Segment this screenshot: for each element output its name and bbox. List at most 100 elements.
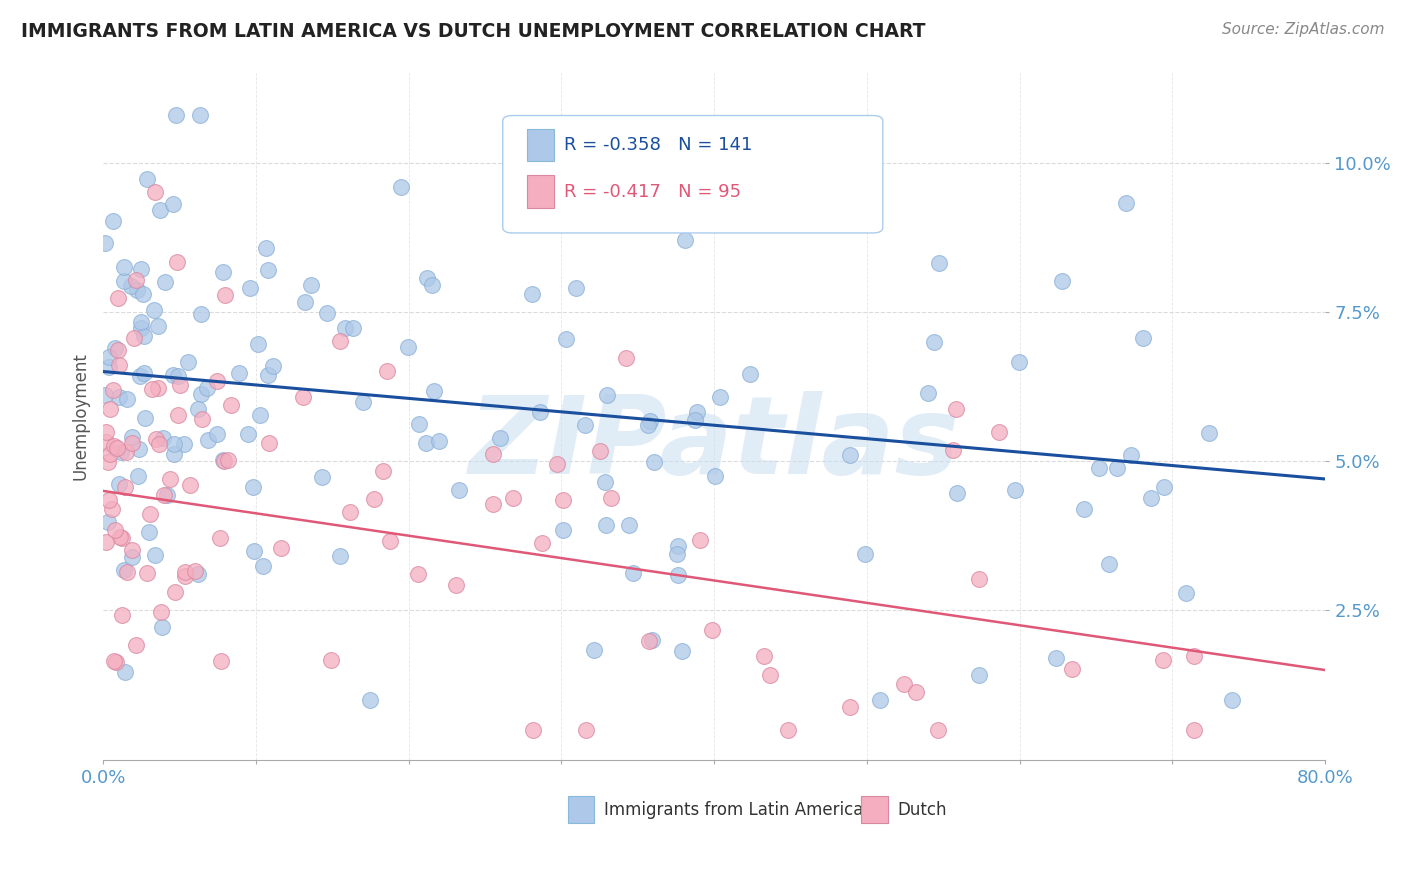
Point [115,392,138,406]
Point [329,334,352,348]
Point [166,255,188,269]
Point [242,544,264,558]
Point [270,541,292,556]
Point [94,535,117,549]
Point [108,358,131,372]
Point [416,271,439,285]
Text: ZIPatlas: ZIPatlas [468,391,960,497]
Point [166,408,188,422]
Point [482,497,505,511]
Point [134,366,156,380]
Point [104,655,127,669]
Point [643,455,665,469]
Point [179,477,201,491]
Point [917,385,939,400]
Point [107,343,129,357]
Point [967,572,990,586]
Point [98,447,121,461]
Point [529,404,551,418]
Point [165,108,187,122]
Point [214,287,236,301]
Point [945,486,967,500]
Point [177,355,200,369]
Point [125,273,148,287]
Text: R = -0.358   N = 141: R = -0.358 N = 141 [564,136,752,154]
Point [107,390,129,404]
Point [316,306,339,320]
Point [103,439,125,453]
Point [778,723,800,737]
Point [115,445,138,459]
Point [666,567,689,582]
Point [190,412,212,426]
Bar [860,796,887,823]
Point [531,536,554,550]
Point [294,294,316,309]
Point [150,620,173,634]
Point [190,386,212,401]
Point [212,265,235,279]
Point [93,235,115,250]
Point [922,335,945,350]
Point [603,197,626,211]
Point [121,435,143,450]
Point [110,444,132,458]
Point [389,179,412,194]
Point [120,279,142,293]
Point [1045,651,1067,665]
Point [239,281,262,295]
Point [124,639,146,653]
Point [359,693,381,707]
Point [214,454,236,468]
Point [942,443,965,458]
Point [1153,480,1175,494]
Point [207,374,229,388]
Point [988,425,1011,440]
Point [638,633,661,648]
Point [502,491,524,505]
Point [257,368,280,382]
Point [159,472,181,486]
Point [104,523,127,537]
Point [103,654,125,668]
Point [114,665,136,679]
Point [129,321,152,335]
Point [134,329,156,343]
Point [641,633,664,648]
Point [162,197,184,211]
Point [408,417,430,431]
Point [252,558,274,573]
Point [121,430,143,444]
Point [148,319,170,334]
Point [108,476,131,491]
Point [212,453,235,467]
Point [342,321,364,335]
Point [904,684,927,698]
Bar [527,176,554,209]
Bar [568,796,595,823]
Point [112,274,135,288]
Point [141,382,163,396]
Point [197,433,219,447]
Point [427,434,450,449]
Y-axis label: Unemployment: Unemployment [72,352,89,480]
Point [839,448,862,462]
Point [1220,693,1243,707]
Point [103,383,125,397]
Point [555,332,578,346]
Point [148,437,170,451]
Point [596,388,619,402]
Point [128,442,150,456]
Point [619,518,641,533]
Point [128,368,150,383]
Point [1182,723,1205,737]
Point [551,492,574,507]
Point [551,523,574,537]
Point [153,488,176,502]
Point [420,277,443,292]
Point [156,488,179,502]
Point [893,677,915,691]
Point [195,381,218,395]
Point [131,316,153,330]
Point [352,395,374,409]
